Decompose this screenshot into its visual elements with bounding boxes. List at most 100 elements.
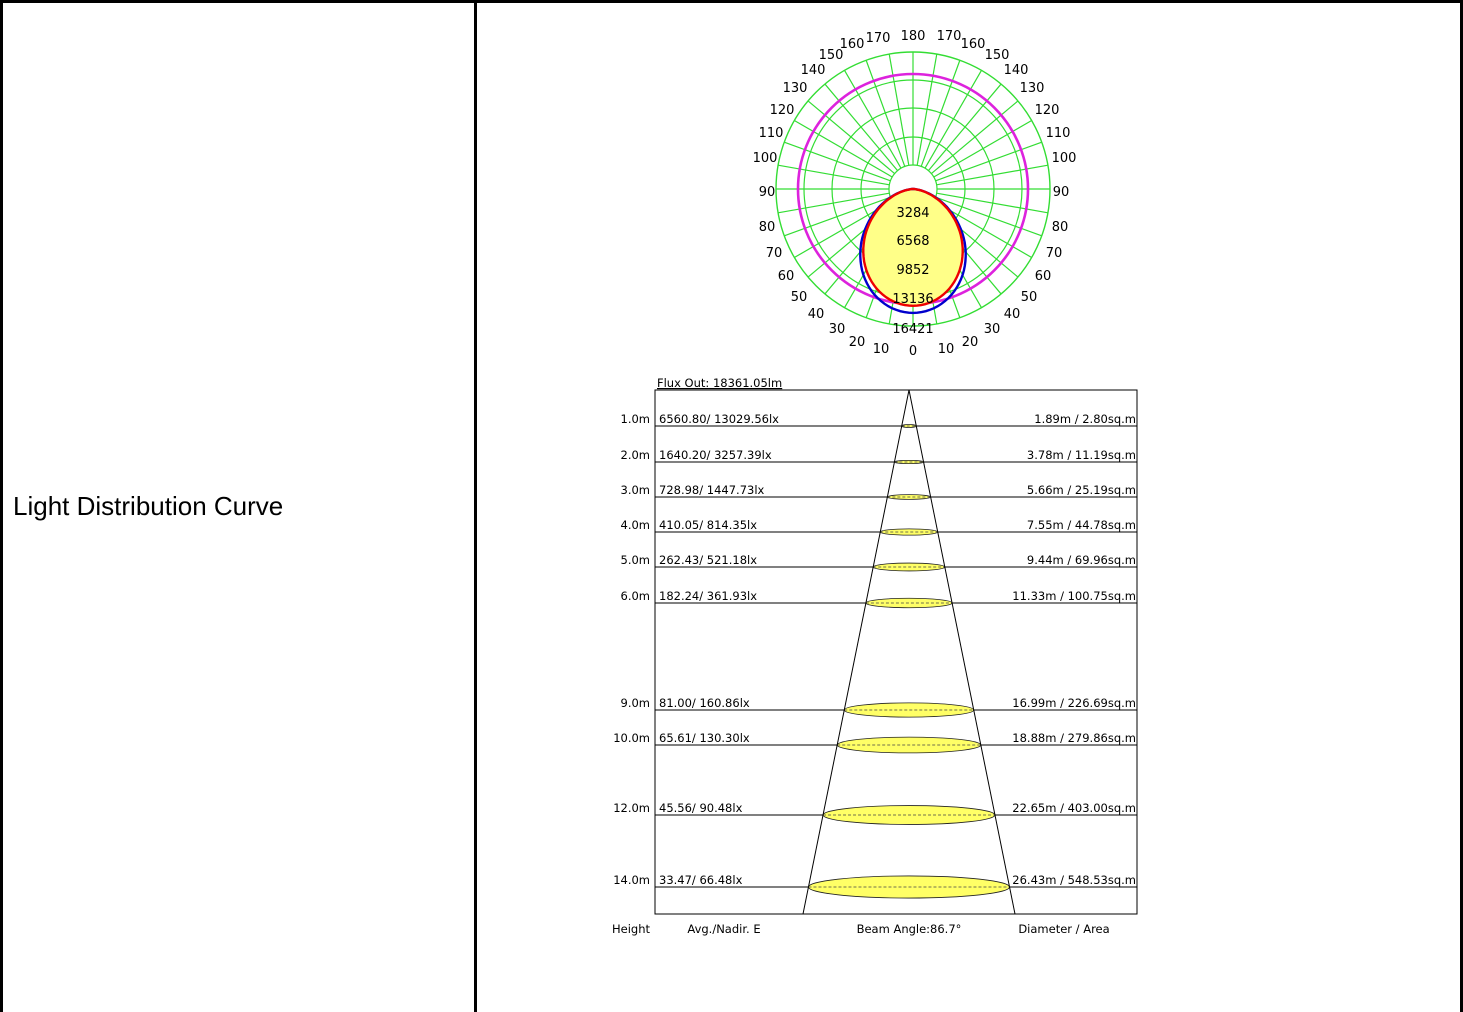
illuminance-label: 1640.20/ 3257.39lx — [659, 448, 772, 462]
grid-spoke — [933, 119, 1032, 178]
angle-label: 160 — [961, 37, 986, 52]
angle-label: 90 — [759, 185, 776, 200]
illuminance-label: 182.24/ 361.93lx — [659, 589, 757, 603]
angle-label: 110 — [759, 126, 784, 141]
column-divider — [474, 0, 477, 1012]
height-label: 4.0m — [621, 518, 651, 532]
angle-label: 80 — [759, 220, 776, 235]
curve-fill — [862, 189, 964, 307]
illuminance-label: 6560.80/ 13029.56lx — [659, 412, 779, 426]
angle-label: 30 — [984, 322, 1001, 337]
grid-spoke — [784, 141, 891, 182]
grid-spoke — [807, 100, 896, 175]
diameter-area-label: 5.66m / 25.19sq.m — [1027, 483, 1136, 497]
angle-label: 130 — [1020, 81, 1045, 96]
diameter-area-label: 7.55m / 44.78sq.m — [1027, 518, 1136, 532]
angle-label: 80 — [1052, 220, 1069, 235]
footer-diameter: Diameter / Area — [1018, 922, 1109, 936]
angle-label: 100 — [1052, 151, 1077, 166]
angle-label: 10 — [938, 342, 955, 357]
illuminance-label: 728.98/ 1447.73lx — [659, 483, 765, 497]
grid-spoke — [935, 196, 1042, 237]
height-label: 10.0m — [613, 731, 650, 745]
angle-label: 10 — [873, 342, 890, 357]
angle-label: 60 — [778, 269, 795, 284]
angle-label: 120 — [1035, 103, 1060, 118]
angle-label: 70 — [766, 246, 783, 261]
diameter-area-label: 16.99m / 226.69sq.m — [1012, 696, 1136, 710]
grid-ring-outer — [775, 51, 1051, 327]
flux-out-title: Flux Out: 18361.05lm — [657, 376, 782, 390]
intensity-label: 16421 — [892, 322, 933, 337]
angle-label: 20 — [849, 335, 866, 350]
cone-edge-right — [908, 389, 1016, 915]
intensity-label: 6568 — [896, 234, 929, 249]
angle-label-170: 170 — [866, 31, 891, 46]
intensity-label: 3284 — [896, 206, 929, 221]
intensity-label: 9852 — [896, 263, 929, 278]
angle-label: 130 — [783, 81, 808, 96]
diameter-area-label: 1.89m / 2.80sq.m — [1034, 412, 1136, 426]
angle-label: 140 — [801, 63, 826, 78]
angle-label: 140 — [1004, 63, 1029, 78]
height-label: 6.0m — [621, 589, 651, 603]
height-label: 14.0m — [613, 873, 650, 887]
angle-label: 150 — [985, 48, 1010, 63]
height-label: 2.0m — [621, 448, 651, 462]
illuminance-cone: Flux Out: 18361.05lm 1.0m 6560.80/ 13029.5… — [612, 376, 1138, 936]
illuminance-label: 81.00/ 160.86lx — [659, 696, 750, 710]
grid-spoke — [935, 141, 1042, 182]
curve-c90-c270 — [862, 187, 964, 308]
light-spot — [879, 528, 939, 536]
angle-label: 70 — [1046, 246, 1063, 261]
height-label: 9.0m — [621, 696, 651, 710]
angle-label: 30 — [829, 322, 846, 337]
grid-spoke — [865, 60, 906, 167]
cone-edge-left — [802, 389, 910, 915]
diameter-area-label: 3.78m / 11.19sq.m — [1027, 448, 1136, 462]
illuminance-label: 45.56/ 90.48lx — [659, 801, 743, 815]
grid-spoke — [824, 83, 899, 172]
height-label: 3.0m — [621, 483, 651, 497]
angle-label: 100 — [753, 151, 778, 166]
height-label: 12.0m — [613, 801, 650, 815]
angle-label-0: 0 — [909, 344, 917, 359]
grid-spoke — [888, 53, 910, 166]
row-label: Light Distribution Curve — [13, 491, 284, 521]
diameter-area-label: 26.43m / 548.53sq.m — [1012, 873, 1136, 887]
height-label: 1.0m — [621, 412, 651, 426]
illuminance-label: 262.43/ 521.18lx — [659, 553, 757, 567]
footer-avg: Avg./Nadir. E — [687, 922, 760, 936]
angle-label: 20 — [962, 335, 979, 350]
angle-label: 120 — [770, 103, 795, 118]
cone-box — [654, 389, 1138, 915]
light-spot — [894, 459, 924, 465]
grid-spoke — [936, 164, 1049, 186]
angle-label: 150 — [819, 48, 844, 63]
angle-label-180: 180 — [901, 29, 926, 44]
diameter-area-label: 22.65m / 403.00sq.m — [1012, 801, 1136, 815]
angle-label: 160 — [840, 37, 865, 52]
grid-spoke — [936, 192, 1049, 214]
illuminance-label: 65.61/ 130.30lx — [659, 731, 750, 745]
angle-label: 90 — [1053, 185, 1070, 200]
angle-label: 40 — [1004, 307, 1021, 322]
grid-spoke — [794, 119, 893, 178]
grid-spoke — [916, 53, 938, 166]
grid-spoke — [843, 70, 902, 169]
angle-label: 170 — [937, 29, 962, 44]
footer-height: Height — [612, 922, 651, 936]
diameter-area-label: 9.44m / 69.96sq.m — [1027, 553, 1136, 567]
angle-label: 50 — [1021, 290, 1038, 305]
diameter-area-label: 11.33m / 100.75sq.m — [1012, 589, 1136, 603]
diameter-area-label: 18.88m / 279.86sq.m — [1012, 731, 1136, 745]
intensity-label: 13136 — [892, 292, 933, 307]
angle-label: 60 — [1035, 269, 1052, 284]
angle-label: 50 — [791, 290, 808, 305]
angle-label: 110 — [1046, 126, 1071, 141]
polar-curve: 3284656898521313616421160150140130120110… — [753, 29, 1077, 359]
grid-spoke — [777, 164, 890, 186]
grid-spoke — [924, 70, 983, 169]
